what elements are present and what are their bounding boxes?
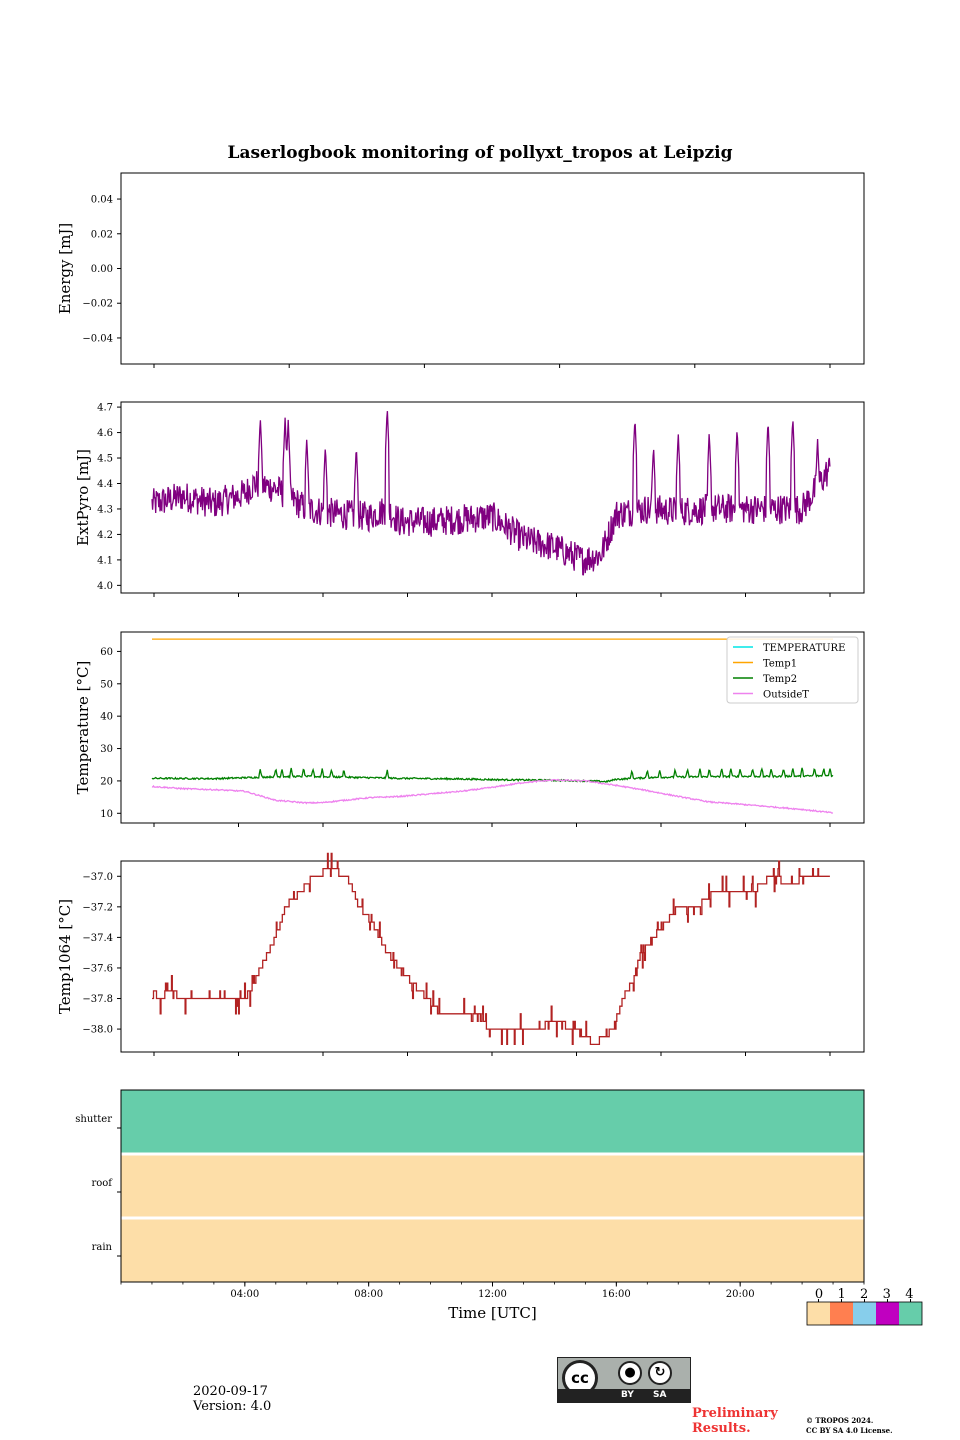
y-axis-label: Temp1064 [°C] [56,899,74,1014]
x-tick-label: 12:00 [478,1289,507,1300]
y-tick-label: −37.0 [82,872,113,883]
y-tick-label: 4.4 [97,479,113,490]
y-tick-label: −37.8 [82,994,113,1005]
preliminary-line-1: Preliminary [692,1406,778,1421]
colorbar-tick-label: 1 [837,1287,845,1302]
x-tick-label: 20:00 [726,1289,755,1300]
y-tick-label: −37.4 [82,933,113,944]
legend-label: Temp1 [763,659,797,670]
plot-area-1 [120,172,865,365]
colorbar-tick-label: 3 [883,1287,891,1302]
colorbar-tick-label: 2 [860,1287,868,1302]
y-tick-label: 4.3 [97,504,113,515]
y-tick-label: −38.0 [82,1025,113,1036]
chart-title: Laserlogbook monitoring of pollyxt_tropo… [227,143,732,163]
series-extpyro-line [151,411,831,576]
y-tick-label: 0.02 [91,229,113,240]
y-tick-label: 4.5 [97,454,113,465]
status-row-shutter [121,1090,864,1154]
cc-sa-circle-arrow-icon: ↻ [648,1361,672,1385]
footer-date: 2020-09-17 [193,1384,268,1399]
preliminary-line-2: Results. [692,1421,751,1436]
y-tick-label: 10 [100,809,113,820]
y-tick-label: 0.00 [91,264,113,275]
footer-version: Version: 4.0 [193,1399,272,1414]
cc-license-badge[interactable]: cc ● ↻ BY SA [557,1357,691,1403]
plot-area-2 [120,401,865,594]
legend-label: OutsideT [763,690,809,701]
footer-date-block: 2020-09-17 Version: 4.0 [193,1384,271,1414]
x-tick-label: 04:00 [230,1289,259,1300]
x-axis-label: Time [UTC] [448,1304,537,1322]
y-tick-label: 30 [100,744,113,755]
colorbar-frame [806,1301,923,1326]
y-tick-label: 4.6 [97,428,113,439]
colorbar-tick-label: 4 [905,1287,913,1302]
colorbar-swatch [853,1302,876,1325]
y-axis-label: ExtPyro [mJ] [74,449,92,546]
cc-by-label: BY [621,1390,634,1400]
y-tick-label: −37.6 [82,963,113,974]
y-tick-label: −0.04 [82,333,113,344]
series-outsidet-line [151,778,833,814]
y-tick-label: 4.0 [97,581,113,592]
y-tick-label: −0.02 [82,299,113,310]
x-tick-label: 16:00 [602,1289,631,1300]
y-tick-label: 60 [100,647,113,658]
status-row-roof [121,1154,864,1218]
status-row-label: shutter [75,1114,112,1125]
y-tick-label: 20 [100,776,113,787]
y-tick-label: 50 [100,679,113,690]
colorbar-swatch [807,1302,830,1325]
y-tick-label: 4.1 [97,555,113,566]
y-axis-label: Energy [mJ] [56,223,74,314]
series-temp1064-line [152,852,830,1046]
plot-area-4 [120,860,865,1053]
colorbar-swatch [876,1302,899,1325]
colorbar-swatch [830,1302,853,1325]
colorbar-swatch [899,1302,922,1325]
legend-label: Temp2 [763,674,797,685]
y-axis-label: Temperature [°C] [74,661,92,795]
legend-box [726,636,859,704]
series-temp2-line [151,766,834,783]
status-row-rain [121,1218,864,1282]
legend-label: TEMPERATURE [763,643,845,654]
y-tick-label: 40 [100,712,113,723]
status-row-label: rain [92,1242,113,1253]
colorbar-tick-label: 0 [815,1287,823,1302]
cc-by-person-icon: ● [618,1361,642,1385]
copyright-note: © TROPOS 2024. CC BY SA 4.0 License. [806,1416,893,1436]
copyright-line-2: CC BY SA 4.0 License. [806,1426,893,1435]
x-tick-label: 08:00 [354,1289,383,1300]
y-tick-label: 0.04 [91,195,113,206]
status-row-label: roof [91,1178,113,1189]
y-tick-label: 4.7 [97,403,113,414]
copyright-line-1: © TROPOS 2024. [806,1416,874,1425]
y-tick-label: −37.2 [82,902,113,913]
preliminary-results-note: Preliminary Results. [692,1406,778,1436]
y-tick-label: 4.2 [97,530,113,541]
cc-badge-bar [558,1389,690,1402]
cc-sa-label: SA [653,1390,667,1400]
